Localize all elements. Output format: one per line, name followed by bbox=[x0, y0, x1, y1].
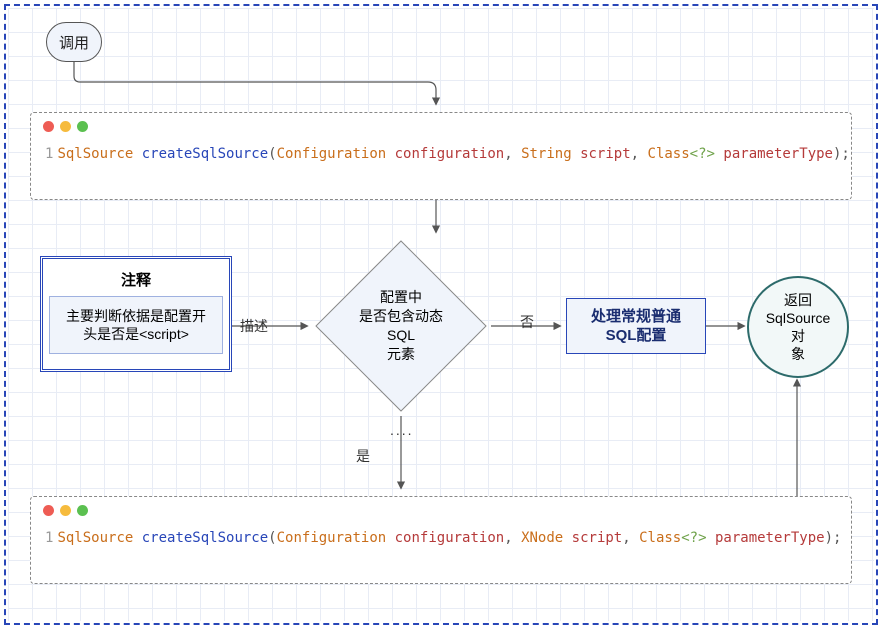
code-box-2: 1SqlSource createSqlSource(Configuration… bbox=[30, 496, 852, 584]
edge-note: .... bbox=[390, 422, 414, 438]
decision-node: 配置中 是否包含动态SQL 元素 bbox=[311, 236, 491, 416]
dot-red bbox=[43, 121, 54, 132]
decision-label: 配置中 是否包含动态SQL 元素 bbox=[311, 236, 491, 416]
window-dots bbox=[31, 113, 851, 132]
annotation-body: 主要判断依据是配置开 头是否是<script> bbox=[49, 296, 223, 354]
edge-label: 是 bbox=[356, 446, 370, 466]
process-node: 处理常规普通 SQL配置 bbox=[566, 298, 706, 354]
annotation-title: 注释 bbox=[49, 265, 223, 296]
endpoint-node: 返回 SqlSource对 象 bbox=[747, 276, 849, 378]
edge-label: 否 bbox=[520, 312, 534, 332]
window-dots bbox=[31, 497, 851, 516]
dot-green bbox=[77, 121, 88, 132]
annotation-box: 注释 主要判断依据是配置开 头是否是<script> bbox=[40, 256, 232, 372]
code-line-2: 1SqlSource createSqlSource(Configuration… bbox=[31, 516, 851, 564]
dot-green bbox=[77, 505, 88, 516]
start-node: 调用 bbox=[46, 22, 102, 62]
flowchart-canvas: 调用 1SqlSource createSqlSource(Configurat… bbox=[0, 0, 882, 629]
dot-red bbox=[43, 505, 54, 516]
dot-yellow bbox=[60, 505, 71, 516]
code-line-1: 1SqlSource createSqlSource(Configuration… bbox=[31, 132, 851, 180]
start-label: 调用 bbox=[59, 32, 89, 53]
dot-yellow bbox=[60, 121, 71, 132]
code-box-1: 1SqlSource createSqlSource(Configuration… bbox=[30, 112, 852, 200]
edge-label: 描述 bbox=[240, 316, 268, 336]
